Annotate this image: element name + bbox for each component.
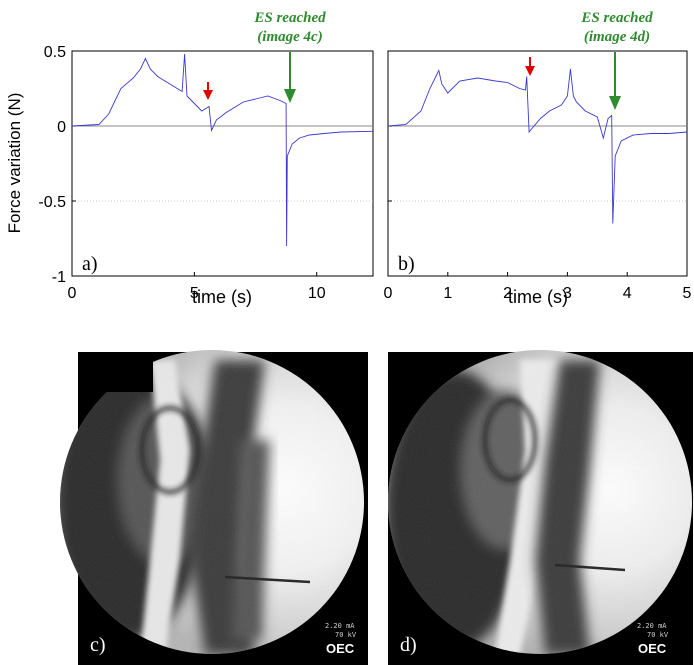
chart-b: 0 1 2 3 4 5 b) time (s) ES reached (image 4d) (384, 10, 692, 307)
chart-b-x-tick-label: 2 (503, 285, 512, 302)
xray-image-d: d) 2.20 mA 70 kV OEC (388, 350, 693, 665)
chart-b-x-tick-label: 5 (683, 285, 692, 302)
chart-a-es-annotation-line2: (image 4c) (257, 29, 322, 45)
image-d-readout-current: 2.20 mA (637, 622, 667, 630)
chart-a-y-tick-label: -1 (52, 269, 66, 286)
chart-a-panel-label: a) (82, 253, 98, 275)
chart-a-x-label: time (s) (192, 287, 252, 307)
chart-a-x-tick-label: 5 (190, 285, 199, 302)
image-d-readout-voltage: 70 kV (647, 631, 669, 639)
chart-b-panel-label: b) (398, 253, 415, 275)
image-c-oec-logo: OEC (326, 641, 355, 656)
chart-a-y-tick-label: -0.5 (38, 194, 66, 211)
chart-b-x-tick-label: 1 (443, 285, 452, 302)
chart-b-x-tick-label: 0 (384, 285, 393, 302)
chart-b-es-annotation-line1: ES reached (580, 10, 653, 26)
chart-a-y-label: Force variation (N) (5, 93, 24, 234)
image-d-oec-logo: OEC (638, 641, 667, 656)
chart-b-red-arrow (525, 57, 535, 76)
chart-b-es-annotation-line2: (image 4d) (584, 29, 650, 45)
xray-image-c: c) 2.20 mA 70 kV OEC (60, 350, 368, 665)
chart-a-green-arrow (284, 52, 296, 103)
image-c-readout-current: 2.20 mA (325, 622, 355, 630)
chart-b-frame (387, 50, 688, 277)
image-d-panel-label: d) (400, 634, 417, 656)
chart-b-x-tick-label: 3 (563, 285, 572, 302)
chart-a: -1 -0.5 0 0.5 0 5 10 a) time (s) Force variat… (5, 10, 374, 307)
chart-a-es-annotation-line1: ES reached (253, 10, 326, 26)
chart-b-x-label: time (s) (508, 287, 568, 307)
chart-b-series-line (387, 68, 688, 224)
chart-b-x-tick-label: 4 (623, 285, 632, 302)
chart-a-red-arrow (203, 82, 213, 100)
chart-a-y-tick-label: 0.5 (44, 44, 66, 61)
chart-a-x-tick-label: 10 (308, 285, 326, 302)
chart-a-series-line (71, 53, 374, 247)
chart-a-frame (71, 50, 374, 277)
image-c-readout-voltage: 70 kV (335, 631, 357, 639)
chart-b-green-arrow (609, 52, 621, 110)
chart-a-x-tick-label: 0 (68, 285, 77, 302)
image-c-panel-label: c) (90, 634, 106, 656)
chart-a-y-tick-label: 0 (57, 119, 66, 136)
